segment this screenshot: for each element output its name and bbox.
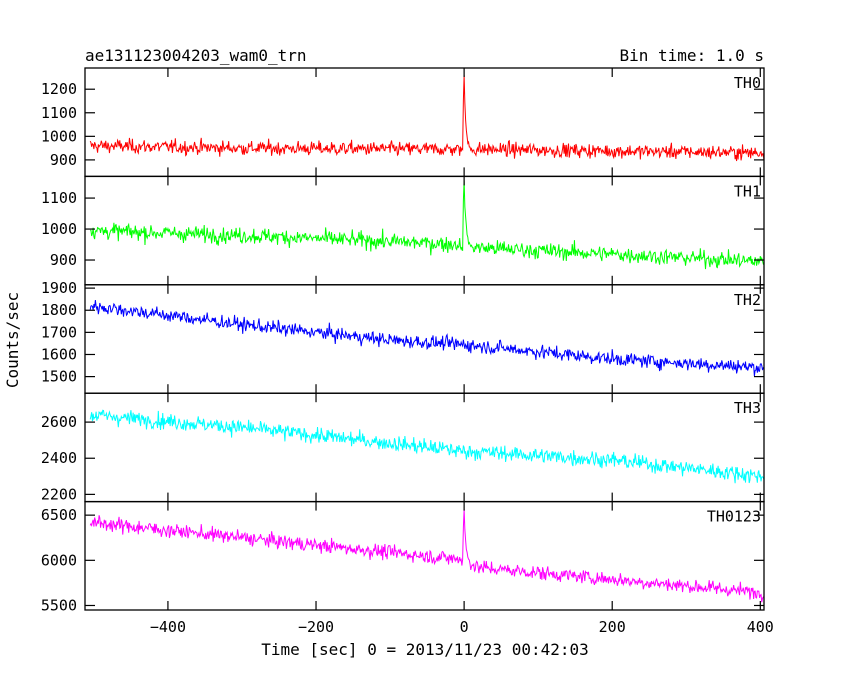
y-tick-label: 2600 <box>41 413 77 431</box>
y-tick-label: 2200 <box>41 485 77 503</box>
panel-name-label: TH0 <box>734 74 761 92</box>
x-tick-label: 200 <box>599 618 626 636</box>
y-tick-label: 2400 <box>41 449 77 467</box>
y-tick-label: 1100 <box>41 104 77 122</box>
y-tick-label: 6500 <box>41 506 77 524</box>
chart-title-left: ae131123004203_wam0_trn <box>85 46 307 65</box>
series-line-th2 <box>89 300 765 377</box>
x-axis-ticks: −400 −200 0 200 400 <box>150 618 774 636</box>
panel-name-label: TH2 <box>734 291 761 309</box>
panel-th0: 900 1000 1100 1200 TH0 <box>41 67 765 178</box>
panel-th0123: 5500 6000 6500 TH0123 <box>41 500 765 614</box>
panel-th2: 1500 1600 1700 1800 1900 TH2 <box>41 279 765 394</box>
y-tick-label: 1800 <box>41 301 77 319</box>
panel-frame <box>84 67 765 178</box>
y-tick-label: 1900 <box>41 279 77 297</box>
panel-th3: 2200 2400 2600 TH3 <box>41 392 765 503</box>
y-tick-label: 1500 <box>41 368 77 386</box>
x-tick-label: −200 <box>298 618 334 636</box>
x-tick-label: −400 <box>150 618 186 636</box>
series-line-th0 <box>89 75 765 162</box>
panel-name-label: TH3 <box>734 399 761 417</box>
y-tick-label: 1600 <box>41 345 77 363</box>
chart-title-right: Bin time: 1.0 s <box>620 46 765 65</box>
series-line-th0123 <box>89 509 765 603</box>
y-tick-label: 1100 <box>41 189 77 207</box>
panel-th1: 900 1000 1100 TH1 <box>41 175 765 286</box>
y-tick-label: 900 <box>50 151 77 169</box>
panel-frame <box>84 284 765 394</box>
y-axis-label: Counts/sec <box>3 292 22 388</box>
panels-group: 900 1000 1100 1200 TH0 900 1000 1100 TH1 1500 1600… <box>41 67 765 614</box>
y-tick-label: 6000 <box>41 551 77 569</box>
y-tick-label: 1000 <box>41 220 77 238</box>
y-tick-label: 1700 <box>41 323 77 341</box>
panel-name-label: TH0123 <box>707 508 761 526</box>
panel-frame <box>84 500 765 611</box>
y-tick-label: 1200 <box>41 80 77 98</box>
panel-name-label: TH1 <box>734 182 761 200</box>
y-tick-label: 5500 <box>41 596 77 614</box>
x-tick-label: 0 <box>460 618 469 636</box>
series-line-th3 <box>89 409 765 484</box>
x-axis-label: Time [sec] 0 = 2013/11/23 00:42:03 <box>261 640 589 659</box>
y-tick-label: 1000 <box>41 127 77 145</box>
x-tick-label: 400 <box>747 618 774 636</box>
y-tick-label: 900 <box>50 251 77 269</box>
series-line-th1 <box>90 180 765 270</box>
